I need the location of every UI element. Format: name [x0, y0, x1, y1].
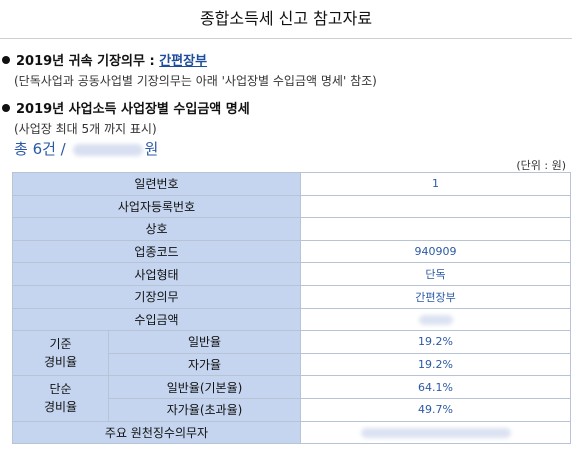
table-row: 자가율 19.2% [13, 352, 572, 377]
unit-label: (단위 : 원) [516, 159, 566, 172]
table-row: 사업자등록번호 [11, 194, 572, 219]
income-value [300, 307, 572, 332]
bookkeeping-type-link[interactable]: 간편장부 [159, 54, 208, 69]
total-count: 총 6건 / [14, 140, 71, 158]
bookkeeping-heading-text: 2019년 귀속 기장의무 : [16, 54, 160, 69]
withholding-value [300, 420, 572, 445]
regno-label: 사업자등록번호 [11, 194, 302, 219]
duty-label: 기장의무 [11, 284, 302, 309]
duty-value: 간편장부 [300, 284, 572, 309]
table-row: 일련번호 1 [11, 172, 572, 196]
type-label: 사업형태 [11, 262, 302, 286]
table-row: 주요 원천징수의무자 [11, 420, 572, 445]
std-general-label: 일반율 [107, 330, 302, 354]
total-unit: 원 [144, 140, 159, 158]
table-row: 업종코드 940909 [11, 239, 572, 264]
std-self-value: 19.2% [300, 352, 572, 377]
table-row: 기준 경비율 일반율 19.2% [12, 330, 572, 377]
std-rate-group: 기준 경비율 [12, 330, 109, 377]
section-bookkeeping: 2019년 귀속 기장의무 : 간편장부 (단독사업과 공동사업별 기장의무는 … [0, 50, 377, 89]
std-self-label: 자가율 [107, 352, 302, 377]
std-general-value: 19.2% [300, 330, 572, 354]
income-label: 수입금액 [11, 307, 302, 332]
income-heading: 2019년 사업소득 사업장별 수입금액 명세 [0, 98, 250, 117]
section-income: 2019년 사업소득 사업장별 수입금액 명세 (사업장 최대 5개 까지 표시… [0, 98, 250, 137]
bullet-icon [2, 104, 10, 112]
table-row: 상호 [11, 217, 572, 241]
simple-general-label: 일반율(기본율) [107, 375, 302, 399]
bookkeeping-heading: 2019년 귀속 기장의무 : 간편장부 [0, 50, 377, 69]
seq-value: 1 [300, 172, 572, 196]
income-heading-text: 2019년 사업소득 사업장별 수입금액 명세 [16, 102, 250, 117]
regno-value [300, 194, 572, 219]
bullet-icon [2, 56, 10, 64]
redacted-withholding [360, 427, 511, 438]
simple-general-value: 64.1% [300, 375, 572, 399]
table-row: 수입금액 [11, 307, 572, 332]
table-row: 단순 경비율 일반율(기본율) 64.1% [12, 375, 572, 422]
simple-self-label: 자가율(초과율) [107, 397, 302, 422]
income-note: (사업장 최대 5개 까지 표시) [14, 122, 157, 136]
name-label: 상호 [11, 217, 302, 241]
table-row: 기장의무 간편장부 [11, 284, 572, 309]
redacted-income [418, 314, 453, 325]
simple-self-value: 49.7% [300, 397, 572, 422]
table-row: 자가율(초과율) 49.7% [13, 397, 572, 422]
code-label: 업종코드 [11, 239, 302, 264]
title-divider [0, 38, 572, 39]
bookkeeping-note: (단독사업과 공동사업별 기장의무는 아래 '사업장별 수입금액 명세' 참조) [14, 74, 377, 88]
simple-rate-group: 단순 경비율 [12, 375, 109, 422]
code-value: 940909 [300, 239, 572, 264]
type-value: 단독 [300, 262, 572, 286]
redacted-amount [72, 143, 143, 156]
business-detail-table: 일련번호 1 사업자등록번호 상호 업종코드 940909 사업형태 단독 기장… [11, 172, 572, 445]
total-summary: 총 6건 / 원 [14, 138, 158, 159]
withholding-label: 주요 원천징수의무자 [11, 420, 302, 445]
table-row: 사업형태 단독 [11, 262, 572, 286]
name-value [300, 217, 572, 241]
page-title: 종합소득세 신고 참고자료 [199, 9, 373, 28]
seq-label: 일련번호 [11, 172, 302, 196]
